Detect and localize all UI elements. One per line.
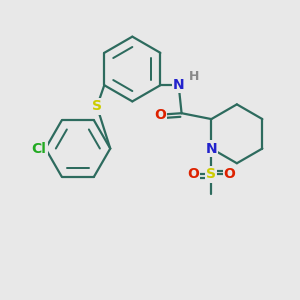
Text: N: N: [206, 142, 217, 155]
Text: Cl: Cl: [32, 142, 46, 155]
Text: N: N: [173, 78, 184, 92]
Text: S: S: [206, 167, 216, 182]
Text: O: O: [154, 108, 166, 122]
Text: S: S: [92, 99, 102, 113]
Text: H: H: [189, 70, 199, 83]
Text: O: O: [224, 167, 236, 182]
Text: O: O: [187, 167, 199, 182]
